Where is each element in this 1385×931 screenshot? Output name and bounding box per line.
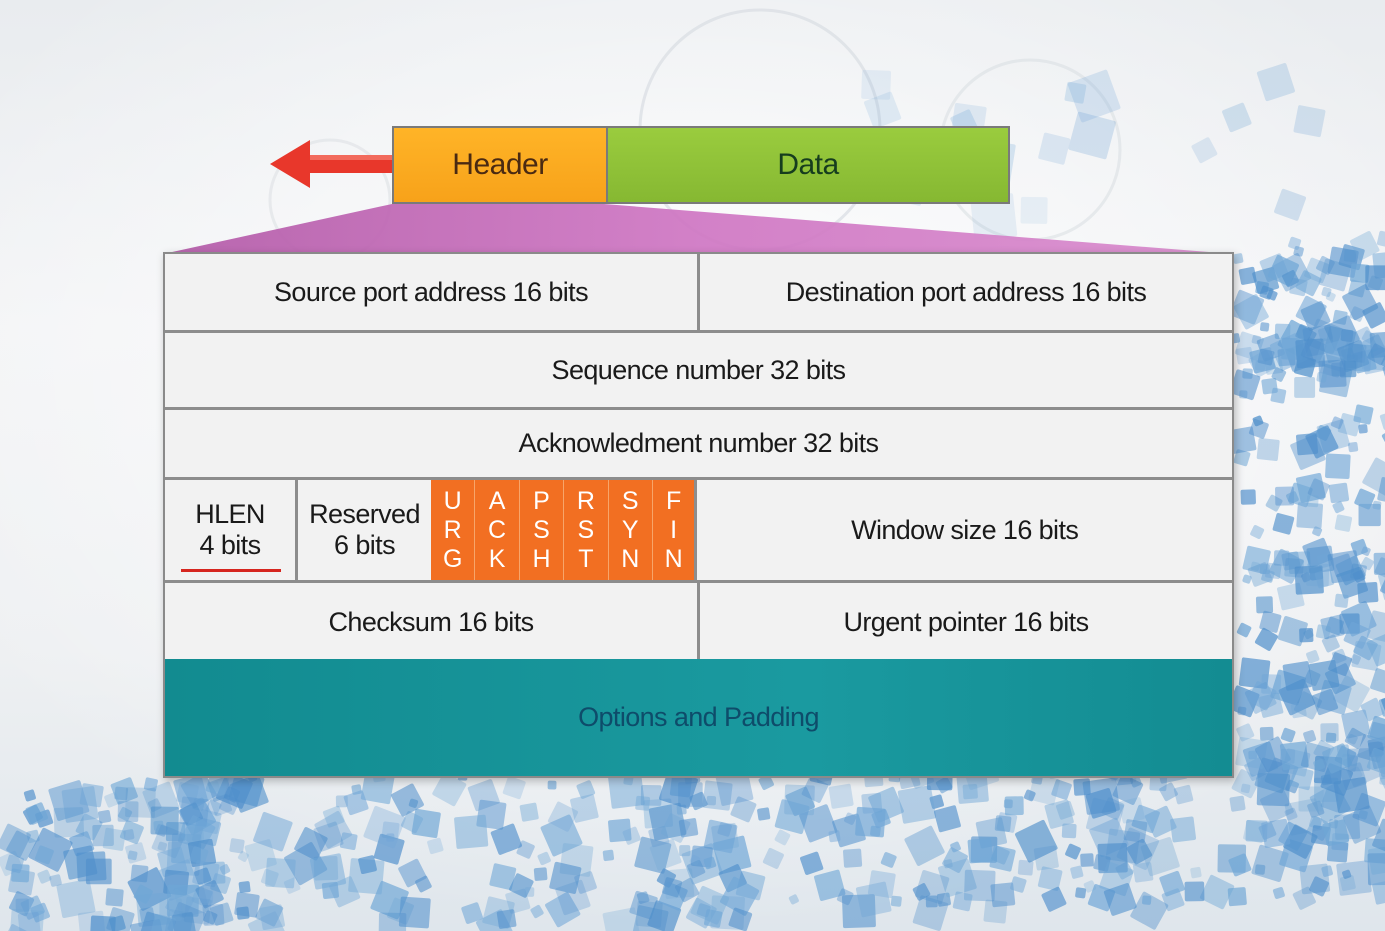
reserved-bits: 6 bits bbox=[334, 530, 396, 560]
hlen-underline bbox=[181, 569, 281, 572]
flag-letter: S bbox=[577, 515, 595, 544]
tcp-header-table: Source port address 16 bits Destination … bbox=[163, 252, 1234, 778]
flag-letter: A bbox=[488, 486, 506, 515]
flag-urg: U R G bbox=[431, 480, 476, 580]
row-acknowledgment: Acknowledment number 32 bits bbox=[165, 410, 1232, 480]
flag-letter: S bbox=[621, 486, 639, 515]
flag-letter: S bbox=[533, 515, 550, 544]
flag-letter: C bbox=[488, 515, 507, 544]
row-ports: Source port address 16 bits Destination … bbox=[165, 254, 1232, 333]
flag-syn: S Y N bbox=[608, 480, 653, 580]
source-port-cell: Source port address 16 bits bbox=[165, 254, 700, 330]
flag-letter: P bbox=[533, 486, 550, 515]
flag-fin: F I N bbox=[652, 480, 698, 580]
flag-letter: N bbox=[664, 544, 683, 573]
header-segment: Header bbox=[394, 128, 608, 202]
hlen-label: HLEN bbox=[195, 499, 265, 529]
checksum-cell: Checksum 16 bits bbox=[165, 583, 700, 661]
row-checksum: Checksum 16 bits Urgent pointer 16 bits bbox=[165, 583, 1232, 661]
flag-letter: K bbox=[488, 544, 506, 573]
data-segment: Data bbox=[608, 128, 1008, 202]
options-padding-cell: Options and Padding bbox=[165, 659, 1232, 776]
flag-letter: H bbox=[532, 544, 551, 573]
flag-ack: A C K bbox=[475, 480, 520, 580]
row-sequence: Sequence number 32 bits bbox=[165, 333, 1232, 410]
flag-letter: I bbox=[670, 515, 678, 544]
urgent-pointer-cell: Urgent pointer 16 bits bbox=[843, 606, 1090, 637]
flag-psh: P S H bbox=[519, 480, 565, 580]
flag-letter: T bbox=[578, 544, 594, 573]
sequence-number-cell: Sequence number 32 bits bbox=[551, 354, 847, 385]
flag-letter: R bbox=[443, 515, 462, 544]
left-arrow-icon bbox=[270, 140, 394, 188]
destination-port-cell: Destination port address 16 bits bbox=[785, 276, 1147, 307]
acknowledgment-number-cell: Acknowledment number 32 bits bbox=[518, 428, 880, 458]
flag-letter: R bbox=[576, 486, 595, 515]
flag-letter: F bbox=[666, 486, 682, 515]
hlen-bits: 4 bits bbox=[199, 530, 262, 560]
packet-bar: Header Data bbox=[392, 126, 1010, 204]
reserved-label: Reserved bbox=[309, 499, 420, 529]
flag-letter: U bbox=[443, 486, 462, 515]
flag-letter: N bbox=[621, 544, 640, 573]
reserved-cell: Reserved 6 bits bbox=[298, 480, 431, 580]
window-size-cell: Window size 16 bits bbox=[851, 514, 1079, 545]
flag-letter: Y bbox=[621, 515, 639, 544]
row-control: HLEN 4 bits Reserved 6 bits U R G A C K … bbox=[165, 480, 1232, 583]
flag-letter: G bbox=[442, 544, 463, 573]
hlen-cell: HLEN 4 bits bbox=[165, 480, 298, 580]
flag-rst: R S T bbox=[564, 480, 609, 580]
